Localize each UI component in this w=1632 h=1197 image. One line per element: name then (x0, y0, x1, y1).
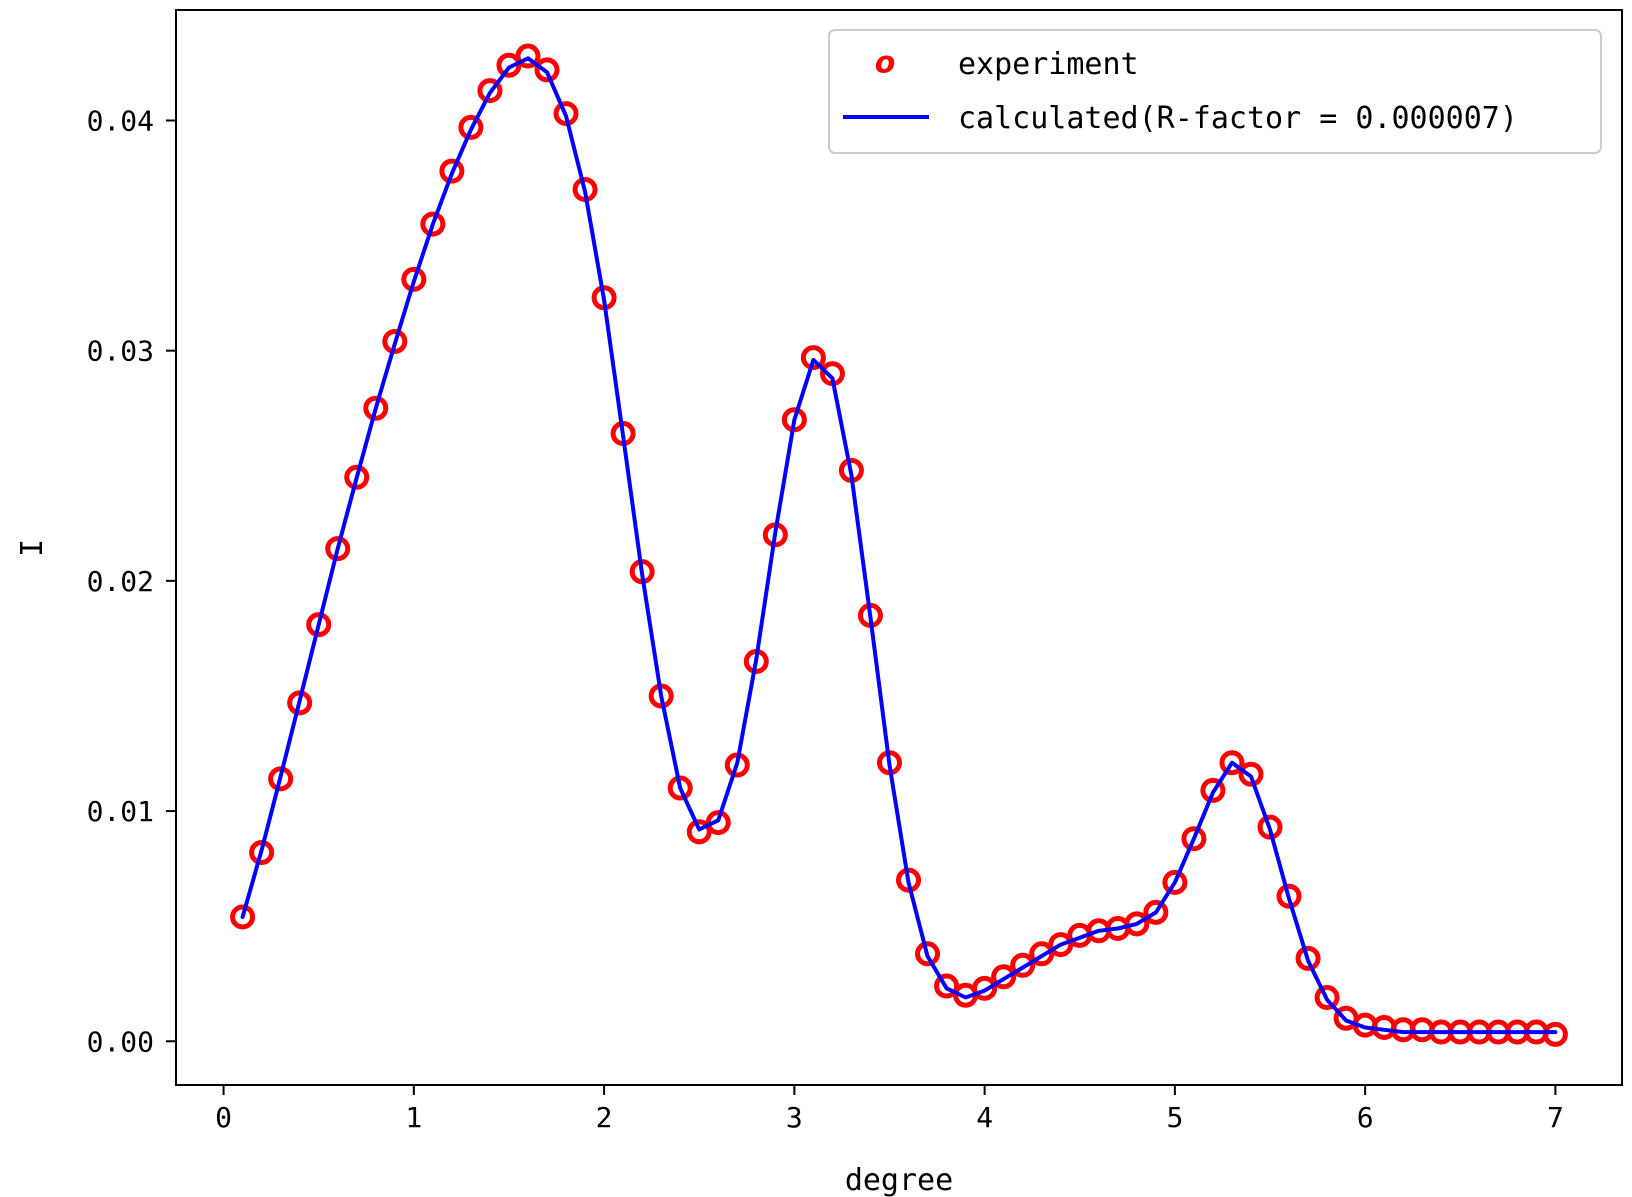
experiment-point (477, 78, 503, 104)
legend-label-experiment: experiment (958, 47, 1139, 82)
experiment-point (686, 819, 712, 845)
x-tick-label: 0 (215, 1101, 232, 1134)
calculated-series-line (240, 56, 1558, 1035)
experiment-point (382, 328, 408, 354)
experiment-point (420, 211, 446, 237)
x-tick-label: 4 (976, 1101, 993, 1134)
experiment-point (705, 810, 731, 836)
experiment-point (1162, 869, 1188, 895)
experiment-point (934, 973, 960, 999)
experiment-point (344, 464, 370, 490)
experiment-point (306, 612, 332, 638)
plot-frame (175, 9, 1623, 1086)
experiment-point (1143, 899, 1169, 925)
x-tick-label: 6 (1357, 1101, 1374, 1134)
x-tick-label: 2 (596, 1101, 613, 1134)
y-tick-label: 0.00 (87, 1025, 154, 1058)
x-tick-label: 5 (1166, 1101, 1183, 1134)
experiment-point (458, 114, 484, 140)
experiment-point (915, 941, 941, 967)
experiment-point (1542, 1021, 1568, 1047)
legend-label-calculated: calculated(R-factor = 0.000007) (958, 101, 1518, 136)
experiment-point (1314, 985, 1340, 1011)
x-tick-label: 1 (405, 1101, 422, 1134)
experiment-point (800, 345, 826, 371)
experiment-point (1276, 883, 1302, 909)
y-tick-label: 0.02 (87, 565, 154, 598)
experiment-point (1124, 911, 1150, 937)
y-axis-label: I (15, 539, 50, 557)
x-axis-label: degree (845, 1163, 953, 1197)
y-tick-label: 0.04 (87, 104, 154, 137)
experiment-point (325, 536, 351, 562)
experiment-point (496, 52, 522, 78)
experiment-point (972, 975, 998, 1001)
experiment-point (401, 266, 427, 292)
experiment-point (991, 964, 1017, 990)
x-axis-ticks: 0 1 2 3 4 5 6 7 (215, 1085, 1564, 1134)
experiment-point (667, 775, 693, 801)
experiment-point (363, 395, 389, 421)
plot-content (230, 43, 1568, 1047)
experiment-point (1181, 826, 1207, 852)
experiment-point (1048, 932, 1074, 958)
y-tick-label: 0.01 (87, 795, 154, 828)
legend-box (828, 29, 1602, 154)
experiment-point (1029, 941, 1055, 967)
experiment-point (1238, 761, 1264, 787)
legend: o experiment calculated(R-factor = 0.000… (828, 29, 1602, 154)
experiment-point (515, 43, 541, 69)
experiment-point (1295, 945, 1321, 971)
y-axis-ticks: 0.00 0.01 0.02 0.03 0.04 (87, 104, 176, 1058)
experiment-point (1219, 750, 1245, 776)
experiment-point (1200, 777, 1226, 803)
experiment-point (439, 158, 465, 184)
x-tick-label: 7 (1547, 1101, 1564, 1134)
experiment-point (1010, 952, 1036, 978)
experiment-point (230, 904, 256, 930)
legend-marker-experiment: o (875, 46, 896, 81)
experiment-point (534, 57, 560, 83)
experiment-point (1257, 814, 1283, 840)
y-tick-label: 0.03 (87, 335, 154, 368)
x-tick-label: 3 (786, 1101, 803, 1134)
